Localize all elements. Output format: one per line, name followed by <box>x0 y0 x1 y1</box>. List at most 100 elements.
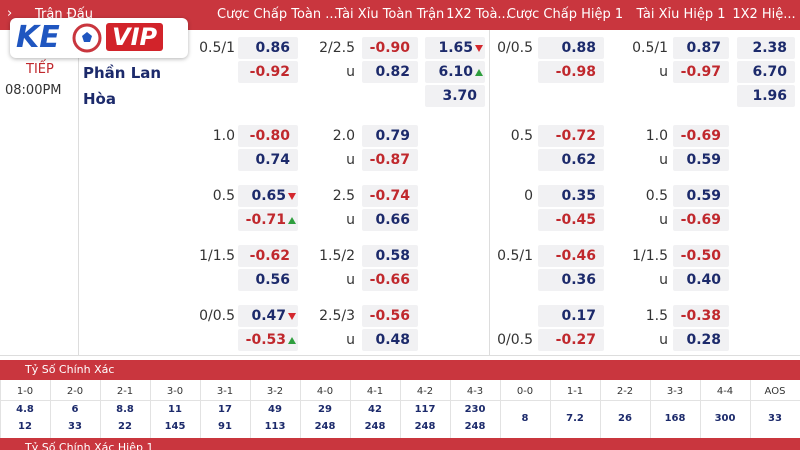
odds-cell[interactable]: 0.88 <box>538 37 604 59</box>
odds-cell[interactable]: 1.96 <box>737 85 795 107</box>
odds-cell[interactable]: -0.92 <box>238 61 298 83</box>
score-odds[interactable]: 42 <box>368 404 382 415</box>
odds-cell[interactable]: -0.71 <box>238 209 298 231</box>
column-header: Tài Xỉu Toàn Trận <box>335 7 445 22</box>
score-odds[interactable]: 248 <box>364 421 386 432</box>
score-odds[interactable]: 8.8 <box>116 404 134 415</box>
odds-cell[interactable]: 0.28 <box>673 329 729 351</box>
odds-cell[interactable]: -0.72 <box>538 125 604 147</box>
odds-cell[interactable]: 0.58 <box>362 245 418 267</box>
score-odds[interactable]: 26 <box>618 413 632 424</box>
odds-cell[interactable]: -0.80 <box>238 125 298 147</box>
score-odds[interactable]: 145 <box>164 421 186 432</box>
odds-value: 0.74 <box>255 152 290 168</box>
odds-value: -0.87 <box>369 152 410 168</box>
score-odds[interactable]: 91 <box>218 421 232 432</box>
odds-cell[interactable]: 0.66 <box>362 209 418 231</box>
score-odds[interactable]: 12 <box>18 421 32 432</box>
score-odds[interactable]: 248 <box>464 421 486 432</box>
odds-cell[interactable]: 0.87 <box>673 37 729 59</box>
odds-value: -0.71 <box>245 212 286 228</box>
odds-value: 0.48 <box>375 332 410 348</box>
odds-cell[interactable]: 0.47 <box>238 305 298 327</box>
odds-cell[interactable]: 0.82 <box>362 61 418 83</box>
grid-line <box>300 400 350 401</box>
odds-cell[interactable]: -0.45 <box>538 209 604 231</box>
score-odds[interactable]: 22 <box>118 421 132 432</box>
odds-cell[interactable]: -0.38 <box>673 305 729 327</box>
score-odds[interactable]: 11 <box>168 404 182 415</box>
odds-value: 0.87 <box>686 40 721 56</box>
odds-cell[interactable]: 0.62 <box>538 149 604 171</box>
handicap-line: 0.5 <box>645 188 668 204</box>
odds-cell[interactable]: -0.50 <box>673 245 729 267</box>
odds-cell[interactable]: 0.48 <box>362 329 418 351</box>
section-title: Tỷ Số Chính Xác <box>25 363 115 376</box>
score-odds[interactable]: 230 <box>464 404 486 415</box>
score-odds[interactable]: 248 <box>414 421 436 432</box>
divider <box>78 30 79 355</box>
grid-line <box>400 380 401 438</box>
odds-value: 0.58 <box>375 248 410 264</box>
score-odds[interactable]: 248 <box>314 421 336 432</box>
score-odds[interactable]: 8 <box>521 413 529 424</box>
odds-cell[interactable]: 0.40 <box>673 269 729 291</box>
handicap-line: u <box>659 272 668 288</box>
score-odds[interactable]: 17 <box>218 404 232 415</box>
odds-cell[interactable]: 0.17 <box>538 305 604 327</box>
odds-cell[interactable]: 0.36 <box>538 269 604 291</box>
score-odds[interactable]: 49 <box>268 404 282 415</box>
odds-cell[interactable]: 0.56 <box>238 269 298 291</box>
odds-cell[interactable]: 2.38 <box>737 37 795 59</box>
score-label: 2-0 <box>66 386 84 397</box>
odds-cell[interactable]: 3.70 <box>425 85 485 107</box>
odds-cell[interactable]: -0.62 <box>238 245 298 267</box>
score-odds[interactable]: 7.2 <box>566 413 584 424</box>
odds-cell[interactable]: 0.59 <box>673 185 729 207</box>
score-odds[interactable]: 117 <box>414 404 436 415</box>
odds-value: -0.62 <box>249 248 290 264</box>
odds-cell[interactable]: -0.98 <box>538 61 604 83</box>
score-label: 3-2 <box>266 386 284 397</box>
odds-cell[interactable]: -0.74 <box>362 185 418 207</box>
odds-cell[interactable]: 6.10 <box>425 61 485 83</box>
grid-line <box>200 400 250 401</box>
score-odds[interactable]: 33 <box>768 413 782 424</box>
odds-cell[interactable]: -0.87 <box>362 149 418 171</box>
odds-cell[interactable]: -0.90 <box>362 37 418 59</box>
score-odds[interactable]: 29 <box>318 404 332 415</box>
odds-cell[interactable]: -0.27 <box>538 329 604 351</box>
odds-cell[interactable]: -0.46 <box>538 245 604 267</box>
odds-cell[interactable]: 1.65 <box>425 37 485 59</box>
score-odds[interactable]: 33 <box>68 421 82 432</box>
odds-cell[interactable]: 0.79 <box>362 125 418 147</box>
score-odds[interactable]: 300 <box>714 413 736 424</box>
odds-cell[interactable]: 0.74 <box>238 149 298 171</box>
section-bar[interactable] <box>0 438 800 450</box>
chevron[interactable]: › <box>7 6 13 21</box>
score-odds[interactable]: 113 <box>264 421 286 432</box>
odds-value: -0.66 <box>369 272 410 288</box>
handicap-line: 2.5/3 <box>319 308 355 324</box>
odds-cell[interactable]: 0.35 <box>538 185 604 207</box>
odds-cell[interactable]: 0.65 <box>238 185 298 207</box>
section-bar[interactable] <box>0 360 800 380</box>
handicap-line: 1.0 <box>645 128 668 144</box>
score-odds[interactable]: 168 <box>664 413 686 424</box>
score-label: 3-3 <box>666 386 684 397</box>
score-odds[interactable]: 6 <box>71 404 79 415</box>
handicap-line: u <box>659 64 668 80</box>
odds-cell[interactable]: -0.69 <box>673 209 729 231</box>
odds-cell[interactable]: -0.53 <box>238 329 298 351</box>
odds-cell[interactable]: 6.70 <box>737 61 795 83</box>
odds-cell[interactable]: -0.56 <box>362 305 418 327</box>
odds-cell[interactable]: 0.59 <box>673 149 729 171</box>
odds-cell[interactable]: -0.97 <box>673 61 729 83</box>
odds-cell[interactable]: 0.86 <box>238 37 298 59</box>
logo[interactable]: KE VIP <box>10 18 188 58</box>
odds-cell[interactable]: -0.66 <box>362 269 418 291</box>
score-odds[interactable]: 4.8 <box>16 404 34 415</box>
odds-cell[interactable]: -0.69 <box>673 125 729 147</box>
grid-line <box>500 380 501 438</box>
score-label: AOS <box>764 386 786 397</box>
